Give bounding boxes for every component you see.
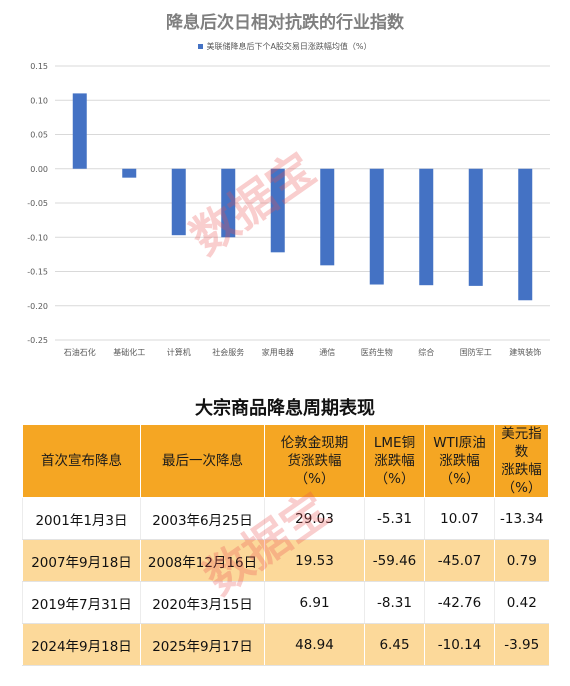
- column-header: LME铜 涨跌幅 （%）: [364, 424, 425, 498]
- table-cell: 2008年12月16日: [140, 539, 265, 582]
- y-tick-label: 0.15: [30, 62, 48, 71]
- bar: [468, 168, 483, 286]
- table-cell: 19.53: [264, 539, 365, 582]
- bar-chart: 降息后次日相对抗跌的行业指数 美联储降息后下个A股交易日涨跌幅均值（%） 0.1…: [0, 13, 570, 357]
- column-header: 首次宣布降息: [22, 424, 141, 498]
- y-tick-label: -0.05: [27, 199, 48, 208]
- column-header: 伦敦金现期 货涨跌幅 （%）: [264, 424, 365, 498]
- column-header: WTI原油 涨跌幅 （%）: [424, 424, 495, 498]
- table-cell: -8.31: [364, 581, 425, 624]
- bar: [518, 168, 533, 301]
- bar: [221, 168, 236, 238]
- table-cell: -10.14: [424, 623, 495, 666]
- y-tick-label: -0.20: [27, 302, 48, 311]
- bar: [419, 168, 434, 286]
- table-cell: 10.07: [424, 497, 495, 540]
- table-cell: 2001年1月3日: [22, 497, 141, 540]
- table-cell: 2024年9月18日: [22, 623, 141, 666]
- table-cell: 2019年7月31日: [22, 581, 141, 624]
- table-title: 大宗商品降息周期表现: [195, 398, 375, 419]
- x-tick-label: 石油石化: [64, 347, 96, 357]
- x-tick-label: 基础化工: [113, 347, 145, 357]
- legend-label: 美联储降息后下个A股交易日涨跌幅均值（%）: [206, 42, 372, 51]
- y-tick-label: -0.10: [27, 233, 48, 242]
- y-tick-label: 0.10: [30, 96, 48, 105]
- chart-plot: 0.15 0.10 0.05 0.00 -0.05 -0.10 -0.15 -0.20 -0.2…: [27, 62, 550, 357]
- table-cell: 2007年9月18日: [22, 539, 141, 582]
- table-cell: -13.34: [494, 497, 549, 540]
- table-cell: 29.03: [264, 497, 365, 540]
- table-cell: 2020年3月15日: [140, 581, 265, 624]
- y-tick-label: 0.00: [30, 165, 48, 174]
- table-cell: -42.76: [424, 581, 495, 624]
- commodity-table: 首次宣布降息 最后一次降息 伦敦金现期 货涨跌幅 （%） LME铜 涨跌幅 （%） WTI原油涨…: [22, 424, 549, 666]
- bar: [122, 168, 137, 178]
- y-tick-label: 0.05: [30, 131, 48, 140]
- x-tick-label: 通信: [319, 347, 335, 357]
- table-cell: 6.45: [364, 623, 425, 666]
- column-header: 美元指数 涨跌幅 （%）: [494, 424, 549, 498]
- chart-legend: 美联储降息后下个A股交易日涨跌幅均值（%）: [0, 41, 570, 52]
- x-tick-label: 建筑装饰: [509, 347, 541, 357]
- x-tick-label: 医药生物: [361, 347, 393, 357]
- table-header-row: 首次宣布降息 最后一次降息 伦敦金现期 货涨跌幅 （%） LME铜 涨跌幅 （%） WTI原油涨…: [22, 424, 549, 498]
- table-cell: -3.95: [494, 623, 549, 666]
- x-tick-label: 社会服务: [212, 347, 244, 357]
- table-cell: -5.31: [364, 497, 425, 540]
- table-cell: 0.42: [494, 581, 549, 624]
- column-header: 最后一次降息: [140, 424, 265, 498]
- table-cell: 0.79: [494, 539, 549, 582]
- bar: [320, 168, 335, 266]
- x-tick-label: 国防军工: [460, 347, 492, 357]
- table-body: 2001年1月3日 2003年6月25日 29.03 -5.31 10.07 -13.34…: [22, 497, 549, 666]
- table-row: 2024年9月18日 2025年9月17日 48.94 6.45 -10.14 -3.95: [22, 623, 549, 666]
- table-cell: 6.91: [264, 581, 365, 624]
- table-row: 2001年1月3日 2003年6月25日 29.03 -5.31 10.07 -13.34: [22, 497, 549, 540]
- legend-swatch: [198, 44, 204, 49]
- bar: [270, 168, 285, 253]
- x-tick-label: 家用电器: [262, 347, 294, 357]
- y-tick-label: -0.15: [27, 268, 48, 277]
- table-row: 2019年7月31日 2020年3月15日 6.91 -8.31 -42.76 0.42: [22, 581, 549, 624]
- table-cell: 2025年9月17日: [140, 623, 265, 666]
- table-row: 2007年9月18日 2008年12月16日 19.53 -59.46 -45.07 0.…: [22, 539, 549, 582]
- chart-title: 降息后次日相对抗跌的行业指数: [166, 13, 404, 33]
- bar: [369, 168, 384, 285]
- x-tick-label: 综合: [418, 347, 434, 357]
- x-tick-label: 计算机: [167, 347, 191, 357]
- bar: [72, 93, 87, 169]
- y-tick-label: -0.25: [27, 336, 48, 345]
- table-cell: 48.94: [264, 623, 365, 666]
- table-cell: -59.46: [364, 539, 425, 582]
- table-cell: 2003年6月25日: [140, 497, 265, 540]
- table-cell: -45.07: [424, 539, 495, 582]
- bar: [171, 168, 186, 236]
